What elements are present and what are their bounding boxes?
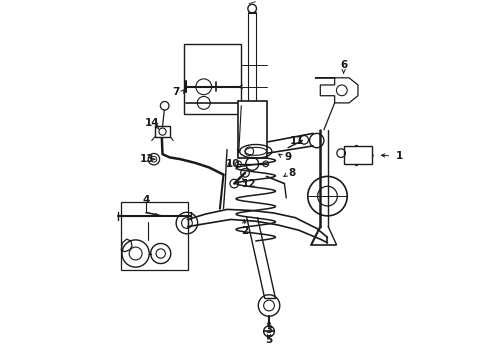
Text: 5: 5: [266, 334, 272, 345]
Bar: [184, 44, 242, 114]
Text: 11: 11: [290, 136, 304, 145]
Bar: [122, 202, 188, 270]
Text: 10: 10: [226, 159, 241, 169]
Text: 7: 7: [172, 87, 180, 97]
Text: 9: 9: [285, 152, 292, 162]
Text: 1: 1: [395, 151, 403, 161]
Text: 14: 14: [145, 118, 159, 128]
Bar: [155, 126, 171, 137]
Bar: [343, 146, 372, 164]
Text: 6: 6: [340, 60, 347, 70]
Bar: [238, 101, 267, 158]
Text: 8: 8: [288, 168, 295, 178]
Text: 4: 4: [143, 195, 150, 205]
Text: 2: 2: [241, 226, 248, 236]
Text: 12: 12: [242, 179, 256, 189]
Text: 13: 13: [140, 154, 155, 164]
Text: 3: 3: [266, 325, 272, 335]
